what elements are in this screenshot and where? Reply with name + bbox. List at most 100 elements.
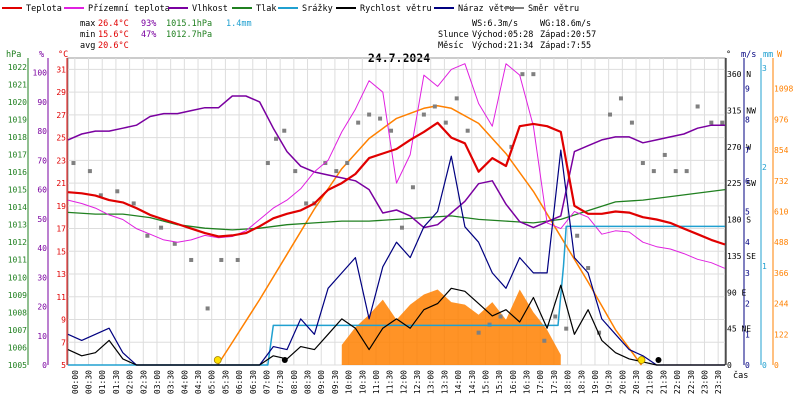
y-tick-label-solar: 488	[774, 238, 789, 247]
y-tick-label-celsius: 11	[56, 293, 66, 302]
legend-label: Náraz větru	[458, 4, 514, 14]
y-tick-label-percent: 90	[37, 98, 47, 107]
y-tick-label-solar: 1098	[774, 85, 793, 94]
wind-direction-point	[115, 189, 120, 194]
y-tick-label-direction: 360 N	[727, 70, 751, 79]
legend-item-tlak: Tlak	[232, 4, 276, 14]
wind-direction-point	[651, 169, 656, 174]
wind-direction-point	[575, 233, 580, 238]
wind-direction-point	[378, 116, 383, 121]
wind-direction-point	[476, 330, 481, 335]
y-tick-label-celsius: 17	[56, 225, 66, 234]
y-tick-label-solar: 366	[774, 269, 789, 278]
moon-rise: Východ:21:34	[472, 41, 533, 51]
wind-direction-point	[487, 322, 492, 327]
axis-unit-labels: hPa % °C ° m/s mm W	[6, 50, 783, 60]
x-tick-label: 13:30	[440, 370, 449, 394]
stats-min-label: min	[80, 30, 95, 40]
y-tick-label-percent: 40	[37, 244, 47, 253]
y-tick-label-percent: 60	[37, 186, 47, 195]
axis-label-celsius: °C	[58, 50, 68, 60]
y-tick-label-rain: 1	[762, 262, 767, 271]
wind-direction-point	[98, 193, 103, 198]
series-precipitation	[68, 225, 725, 366]
y-tick-label-hpa: 1008	[8, 308, 27, 317]
legend: Teplota Přízemní teplota Vlhkost Tlak Sr…	[2, 4, 579, 14]
x-tick-label: 05:30	[221, 370, 230, 394]
wind-direction-point	[618, 96, 623, 101]
x-tick-label: 04:00	[180, 370, 189, 394]
y-tick-label-solar: 122	[774, 330, 789, 339]
legend-item-srazky: Srážky	[278, 4, 333, 14]
wind-direction-point	[709, 120, 714, 125]
y-tick-label-direction: 270 W	[727, 143, 751, 152]
y-tick-label-celsius: 9	[61, 316, 66, 325]
wind-direction-point	[304, 201, 309, 206]
wind-direction-point	[498, 314, 503, 319]
legend-label: Tlak	[256, 4, 276, 14]
x-tick-label: 21:00	[646, 370, 655, 394]
sun-rise: Východ:05:28	[472, 30, 533, 40]
x-tick-label: 18:00	[564, 370, 573, 394]
y-tick-label-solar: 732	[774, 177, 789, 186]
y-tick-label-direction: 90 E	[727, 288, 746, 297]
sun-set: Západ:20:57	[540, 30, 596, 40]
x-tick-label: 13:00	[427, 370, 436, 394]
x-tick-label: 23:00	[700, 370, 709, 394]
wind-direction-point	[235, 257, 240, 262]
series-humidity	[67, 95, 725, 229]
sun-label: Slunce	[438, 30, 469, 40]
x-tick-label: 07:30	[276, 370, 285, 394]
y-tick-label-solar: 610	[774, 208, 789, 217]
wind-direction-point	[608, 112, 613, 117]
y-tick-label-direction: 225 SW	[727, 179, 756, 188]
y-tick-label-hpa: 1018	[8, 133, 27, 142]
x-tick-label: 04:30	[194, 370, 203, 394]
y-tick-label-celsius: 25	[56, 134, 66, 143]
wind-direction-point	[410, 185, 415, 190]
wind-direction-point	[274, 136, 279, 141]
wind-direction-point	[145, 233, 150, 238]
moon-set: Západ:7:55	[540, 41, 591, 51]
y-tick-label-percent: 50	[37, 215, 47, 224]
y-tick-label-hpa: 1020	[8, 98, 27, 107]
x-tick-label: 17:30	[550, 370, 559, 394]
axis-label-hpa: hPa	[6, 50, 21, 60]
wind-direction-point	[205, 306, 210, 311]
x-tick-label: 23:30	[714, 370, 723, 394]
wind-direction-point	[454, 96, 459, 101]
wind-direction-point	[399, 225, 404, 230]
y-tick-label-wind: 6	[745, 177, 750, 186]
legend-item-smer-vetru: Směr větru	[504, 4, 579, 14]
y-tick-label-percent: 30	[37, 273, 47, 282]
x-tick-label: 09:30	[331, 370, 340, 394]
wind-direction-point	[684, 169, 689, 174]
wind-direction-point	[189, 257, 194, 262]
x-tick-label: 10:00	[345, 370, 354, 394]
moon-label: Měsíc	[438, 41, 464, 51]
x-tick-label: 15:30	[495, 370, 504, 394]
y-tick-label-hpa: 1022	[8, 63, 27, 72]
y-tick-label-solar: 976	[774, 115, 789, 124]
y-tick-label-percent: 70	[37, 156, 47, 165]
x-tick-label: 06:30	[249, 370, 258, 394]
x-tick-label: 11:30	[386, 370, 395, 394]
series-solar-measured	[341, 289, 561, 365]
stats-panel: max 26.4°C 93% 1015.1hPa 1.4mm min 15.6°…	[80, 19, 252, 51]
x-tick-label: 09:00	[317, 370, 326, 394]
wind-direction-point	[640, 161, 645, 166]
y-tick-label-percent: 100	[33, 69, 48, 78]
wind-direction-point	[695, 104, 700, 109]
stats-max-label: max	[80, 19, 95, 29]
y-tick-label-hpa: 1021	[8, 80, 27, 89]
y-tick-label-percent: 80	[37, 127, 47, 136]
x-tick-label: 05:00	[208, 370, 217, 394]
wind-direction-point	[673, 169, 678, 174]
y-tick-label-percent: 0	[42, 361, 47, 370]
wind-direction-point	[356, 120, 361, 125]
x-axis-label: čas	[733, 370, 748, 381]
x-tick-label: 08:30	[304, 370, 313, 394]
stats-avg-label: avg	[80, 41, 95, 51]
legend-item-vlhkost: Vlhkost	[168, 4, 228, 14]
y-tick-label-wind: 7	[745, 146, 750, 155]
